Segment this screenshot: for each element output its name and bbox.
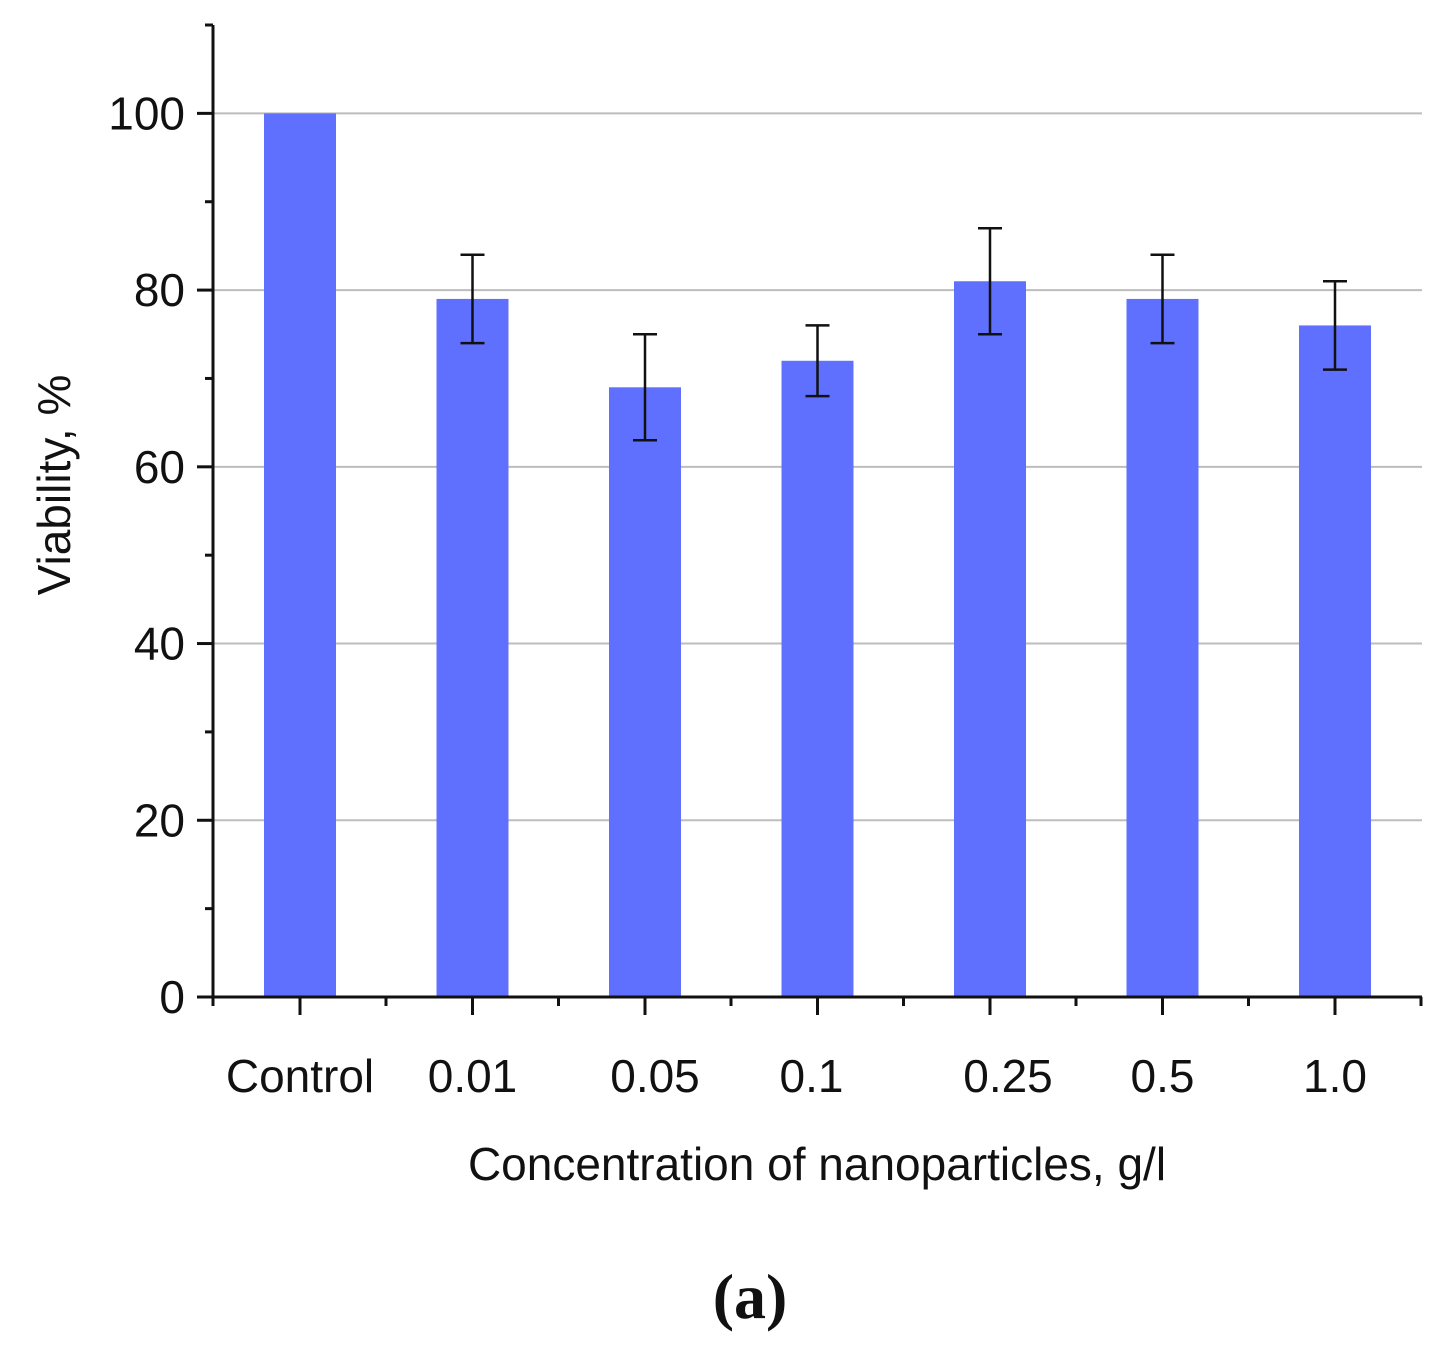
panel-label: (a) bbox=[713, 1261, 788, 1332]
error-bar bbox=[1323, 280, 1347, 371]
y-tick-label: 100 bbox=[108, 87, 185, 139]
x-tick-label: 0.25 bbox=[963, 1050, 1053, 1102]
error-bars bbox=[460, 226, 1347, 442]
y-tick-label: 60 bbox=[134, 441, 185, 493]
error-bar bbox=[460, 253, 485, 345]
x-ticks: Control 0.01 0.05 0.1 0.25 0.5 1.0 bbox=[211, 997, 1423, 1102]
x-tick-label: 0.05 bbox=[610, 1050, 700, 1102]
axes bbox=[197, 25, 1422, 999]
y-tick-label: 80 bbox=[134, 264, 185, 316]
bar-1-0 bbox=[1299, 325, 1371, 997]
x-tick-label: 0.01 bbox=[428, 1050, 518, 1102]
bar-0-05 bbox=[609, 387, 681, 998]
bar-0-01 bbox=[436, 298, 509, 998]
x-tick-label: 1.0 bbox=[1303, 1050, 1367, 1102]
bar-0-1 bbox=[781, 360, 854, 997]
error-bar bbox=[805, 324, 830, 398]
x-axis-title: Concentration of nanoparticles, g/l bbox=[468, 1138, 1166, 1190]
y-tick-label: 0 bbox=[159, 971, 185, 1023]
x-tick-label: 0.5 bbox=[1131, 1050, 1195, 1102]
error-bar bbox=[633, 333, 657, 442]
bar-control bbox=[264, 113, 336, 997]
y-ticks: 0 20 40 60 80 100 bbox=[108, 23, 213, 1023]
error-bar bbox=[978, 226, 1002, 336]
bar-0-25 bbox=[954, 281, 1026, 998]
bar-0-5 bbox=[1126, 298, 1199, 998]
bars bbox=[264, 113, 1371, 998]
y-axis-title: Viability, % bbox=[28, 375, 80, 596]
x-tick-label: 0.1 bbox=[780, 1050, 844, 1102]
y-tick-label: 40 bbox=[134, 618, 185, 670]
x-tick-label: Control bbox=[226, 1050, 374, 1102]
y-tick-label: 20 bbox=[134, 794, 185, 846]
error-bar bbox=[1150, 253, 1175, 345]
